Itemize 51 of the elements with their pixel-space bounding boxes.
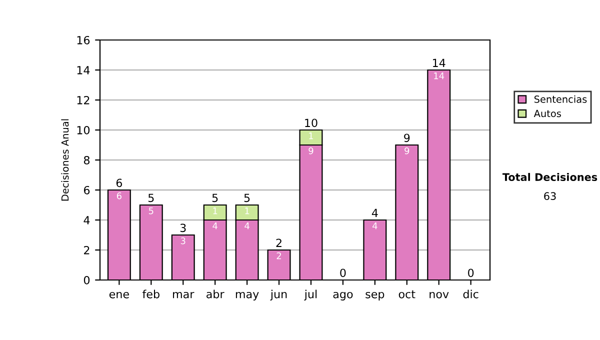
y-tick-label: 0 — [84, 276, 90, 284]
x-tick-label: jun — [270, 290, 287, 300]
x-tick-label: feb — [142, 290, 160, 298]
x-tick-label: mar — [173, 292, 194, 298]
total-label: 9 — [404, 134, 410, 142]
y-tick-label: 16 — [77, 36, 90, 44]
total-label: 14 — [433, 58, 446, 67]
x-tick-label: may — [236, 292, 259, 300]
data-label: 9 — [308, 147, 314, 154]
data-label: 5 — [148, 208, 154, 214]
y-tick-label: 8 — [84, 156, 90, 164]
data-label: 1 — [245, 208, 250, 214]
data-label: 1 — [213, 208, 218, 214]
data-label: 3 — [180, 237, 186, 244]
total-label: 0 — [468, 268, 474, 278]
x-tick-label: sep — [366, 292, 384, 300]
x-tick-label: jul — [304, 290, 317, 300]
x-tick-label: dic — [463, 290, 478, 298]
text: 63 — [544, 192, 556, 200]
total-label: 3 — [180, 224, 186, 232]
data-label: 2 — [276, 252, 281, 260]
y-tick-label: 2 — [84, 246, 90, 254]
x-tick-label: oct — [398, 290, 416, 298]
x-tick-label: ene — [109, 292, 129, 298]
x-tick-label: ago — [333, 292, 353, 300]
y-tick-label: 14 — [77, 66, 90, 74]
total-label: 4 — [372, 208, 378, 217]
y-tick-label: 12 — [77, 96, 90, 104]
legend-label: Autos — [534, 110, 561, 118]
y-tick-label: 10 — [77, 126, 90, 134]
total-label: 5 — [244, 194, 250, 202]
data-label: 4 — [372, 222, 378, 230]
data-label: 4 — [244, 222, 250, 230]
data-label: 14 — [434, 72, 444, 80]
data-label: 1 — [309, 132, 314, 140]
data-label: 9 — [404, 147, 410, 154]
text: Total Decisiones — [502, 172, 598, 182]
data-label: 4 — [212, 222, 218, 230]
y-axis-title: Decisiones Anual — [61, 119, 69, 201]
total-label: 5 — [212, 194, 218, 202]
x-tick-label: nov — [430, 292, 449, 298]
total-label: 2 — [276, 238, 282, 247]
y-tick-label: 6 — [84, 186, 90, 194]
data-label: 6 — [116, 192, 122, 200]
total-label: 10 — [305, 118, 318, 128]
total-label: 0 — [340, 268, 346, 278]
total-label: 5 — [148, 194, 154, 202]
legend-label: Sentencias — [534, 95, 587, 103]
x-tick-label: abr — [206, 290, 224, 298]
y-tick-label: 4 — [84, 216, 90, 224]
total-label: 6 — [116, 178, 122, 188]
